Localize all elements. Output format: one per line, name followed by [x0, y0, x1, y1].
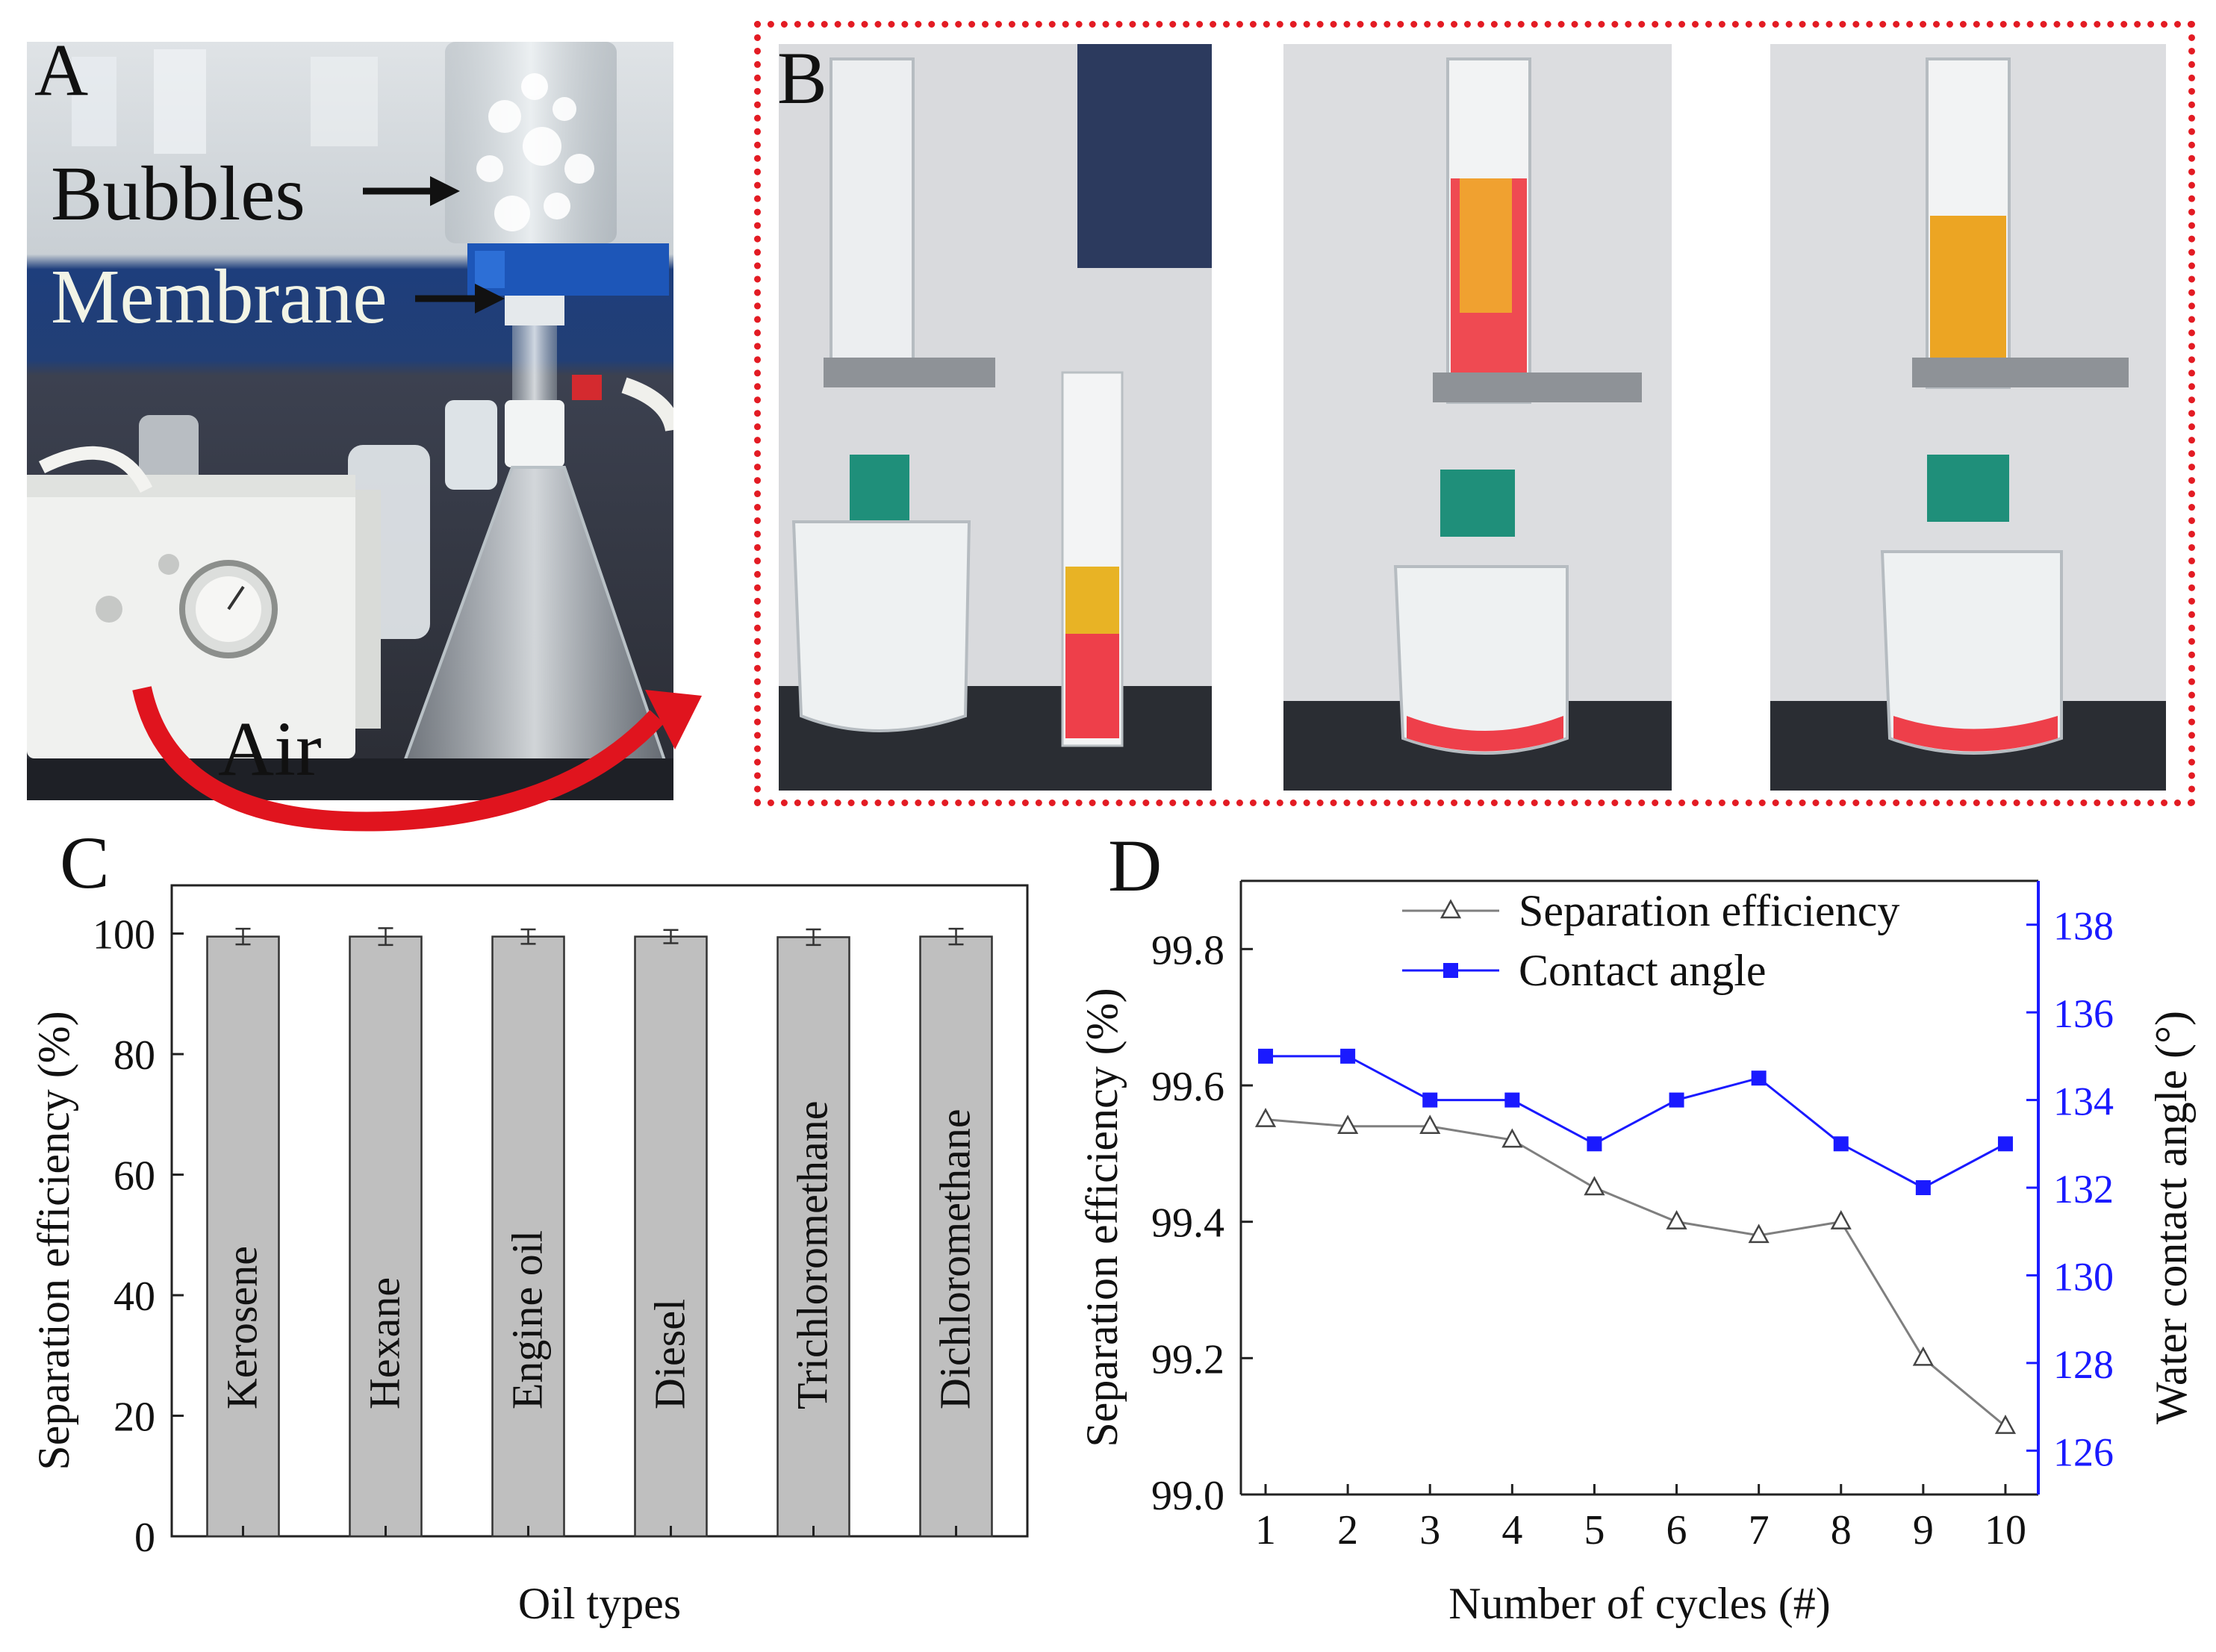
series-efficiency-line [1265, 1118, 2006, 1427]
category-label: Trichloromethane [788, 1101, 837, 1409]
category-label: Dichloromethane [931, 1109, 980, 1409]
y-tick-label: 60 [113, 1153, 155, 1200]
legend-contact-angle-label: Contact angle [1519, 946, 1767, 995]
x-tick-label: 7 [1749, 1507, 1770, 1553]
efficiency-point [1501, 1128, 1523, 1148]
category-label: Engine oil [503, 1230, 552, 1409]
category-label: Hexane [361, 1277, 409, 1409]
x-tick-label: 10 [1985, 1507, 2026, 1553]
panel-b-photo-during [1283, 44, 1672, 791]
y2-tick-label: 132 [2053, 1167, 2114, 1212]
y-tick-label: 99.2 [1151, 1336, 1224, 1383]
x-tick-label: 3 [1419, 1507, 1440, 1553]
y-tick-label: 40 [113, 1274, 155, 1320]
efficiency-point [1666, 1210, 1687, 1229]
y2-tick-label: 130 [2053, 1254, 2114, 1299]
bar [776, 936, 850, 1538]
panel-a-photo: Bubbles Membrane Air [27, 42, 673, 800]
contact-angle-point [1422, 1092, 1438, 1108]
y2-tick-label: 126 [2053, 1430, 2114, 1474]
bar [634, 935, 708, 1538]
x-axis-title: Oil types [518, 1579, 681, 1628]
panel-letter-d: D [1108, 824, 1163, 907]
contact-angle-point [1669, 1092, 1684, 1108]
panel-letter-b: B [777, 37, 827, 119]
y-tick-label: 99.0 [1151, 1473, 1224, 1519]
panel-letter-a: A [34, 28, 89, 111]
bar [919, 935, 993, 1538]
panel-letter-c: C [60, 821, 110, 904]
y2-tick-label: 128 [2053, 1342, 2114, 1387]
series-contact-angle-line [1266, 1055, 2006, 1189]
contact-angle-point [1504, 1092, 1520, 1108]
contact-angle-point [1997, 1136, 2013, 1152]
y-tick-label: 99.8 [1151, 927, 1224, 973]
x-tick-label: 8 [1831, 1507, 1852, 1553]
y2-axis-title: Water contact angle (°) [2147, 1011, 2196, 1424]
x-tick-label: 4 [1501, 1507, 1522, 1553]
contact-angle-point [1833, 1136, 1849, 1152]
y-tick-label: 99.4 [1151, 1200, 1224, 1247]
efficiency-point [1337, 1115, 1359, 1135]
efficiency-point [1912, 1346, 1934, 1366]
y-tick-label: 80 [113, 1032, 155, 1079]
x-tick-label: 2 [1337, 1507, 1358, 1553]
efficiency-point [1830, 1210, 1852, 1229]
y-axis-title: Separation efficiency (%) [1077, 988, 1127, 1447]
y-axis-title: Separation efficiency (%) [29, 1011, 78, 1470]
bubbles-label: Bubbles [51, 151, 305, 237]
y2-tick-label: 138 [2053, 904, 2114, 949]
efficiency-point [1748, 1224, 1770, 1244]
legend-efficiency-label: Separation efficiency [1519, 886, 1899, 935]
contact-angle-point [1587, 1136, 1602, 1152]
efficiency-point [1994, 1415, 2017, 1434]
x-axis-title: Number of cycles (#) [1448, 1579, 1830, 1628]
y-tick-label: 0 [134, 1515, 155, 1561]
panel-b-photo-before [779, 44, 1212, 791]
bar [206, 935, 280, 1538]
bubbles-arrow-icon [363, 176, 460, 206]
category-label: Kerosene [218, 1246, 267, 1409]
chart-c-frame [170, 884, 1029, 1538]
contact-angle-point [1258, 1048, 1274, 1064]
panel-b-frame: B [754, 21, 2195, 806]
y-tick-label: 100 [93, 912, 155, 959]
efficiency-point [1419, 1115, 1441, 1135]
legend-contact-angle-marker [1443, 963, 1458, 978]
x-tick-label: 5 [1584, 1507, 1605, 1553]
category-label: Diesel [646, 1299, 694, 1409]
efficiency-point [1584, 1176, 1605, 1196]
contact-angle-point [1915, 1180, 1931, 1195]
contact-angle-point [1340, 1048, 1356, 1064]
air-label: Air [218, 706, 322, 792]
panel-b-photo-after [1770, 44, 2166, 791]
x-tick-label: 6 [1666, 1507, 1687, 1553]
legend-efficiency-marker [1440, 899, 1462, 919]
x-tick-label: 9 [1913, 1507, 1934, 1553]
membrane-label: Membrane [51, 254, 388, 340]
efficiency-point [1254, 1108, 1277, 1127]
y-tick-label: 99.6 [1151, 1064, 1224, 1110]
y2-tick-label: 136 [2053, 991, 2114, 1036]
filtration-setup-photo [27, 42, 673, 800]
y2-tick-label: 134 [2053, 1079, 2114, 1124]
contact-angle-point [1751, 1070, 1767, 1086]
y-tick-label: 20 [113, 1394, 155, 1441]
membrane-arrow-icon [415, 284, 505, 314]
bar [349, 935, 423, 1538]
x-tick-label: 1 [1255, 1507, 1276, 1553]
